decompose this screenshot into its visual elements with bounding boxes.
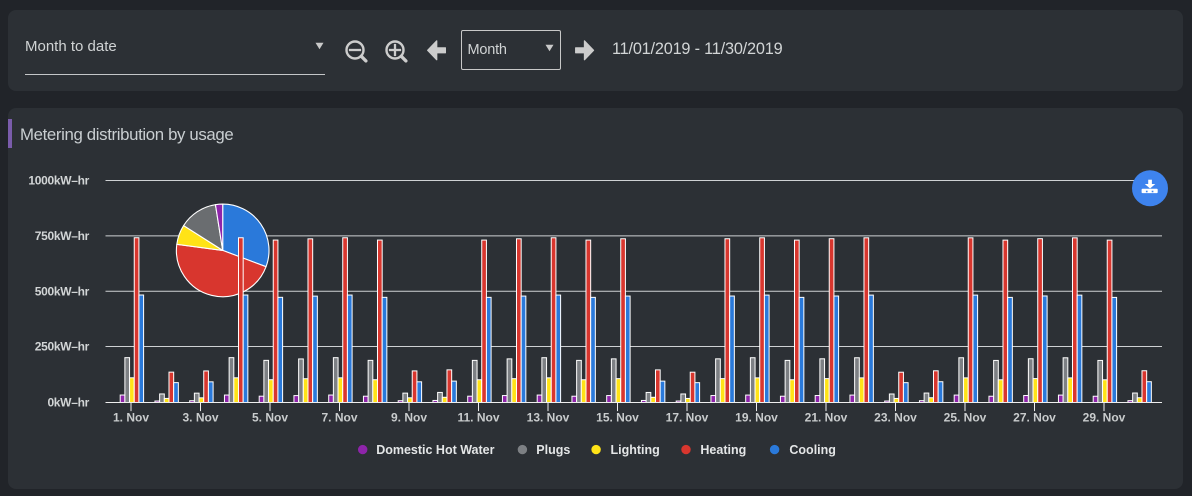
svg-text:250kW–hr: 250kW–hr — [35, 340, 90, 354]
svg-text:0kW–hr: 0kW–hr — [47, 396, 89, 410]
svg-text:19. Nov: 19. Nov — [735, 411, 778, 425]
svg-text:21. Nov: 21. Nov — [805, 411, 848, 425]
svg-text:750kW–hr: 750kW–hr — [35, 229, 90, 243]
svg-text:29. Nov: 29. Nov — [1083, 411, 1126, 425]
svg-text:Heating: Heating — [700, 443, 746, 457]
svg-text:13. Nov: 13. Nov — [527, 411, 570, 425]
svg-text:25. Nov: 25. Nov — [944, 411, 987, 425]
svg-text:11. Nov: 11. Nov — [457, 411, 499, 425]
svg-text:1000kW–hr: 1000kW–hr — [28, 174, 89, 188]
svg-text:Domestic Hot Water: Domestic Hot Water — [376, 443, 494, 457]
svg-text:Cooling: Cooling — [789, 443, 836, 457]
svg-text:500kW–hr: 500kW–hr — [35, 284, 90, 298]
svg-text:9. Nov: 9. Nov — [391, 411, 427, 425]
svg-text:7. Nov: 7. Nov — [321, 411, 357, 425]
svg-text:Lighting: Lighting — [611, 443, 660, 457]
svg-text:17. Nov: 17. Nov — [666, 411, 709, 425]
svg-text:23. Nov: 23. Nov — [874, 411, 917, 425]
svg-text:Plugs: Plugs — [536, 443, 570, 457]
svg-text:27. Nov: 27. Nov — [1013, 411, 1056, 425]
svg-text:5. Nov: 5. Nov — [252, 411, 288, 425]
svg-text:1. Nov: 1. Nov — [113, 411, 149, 425]
svg-text:3. Nov: 3. Nov — [182, 411, 218, 425]
svg-text:15. Nov: 15. Nov — [596, 411, 639, 425]
